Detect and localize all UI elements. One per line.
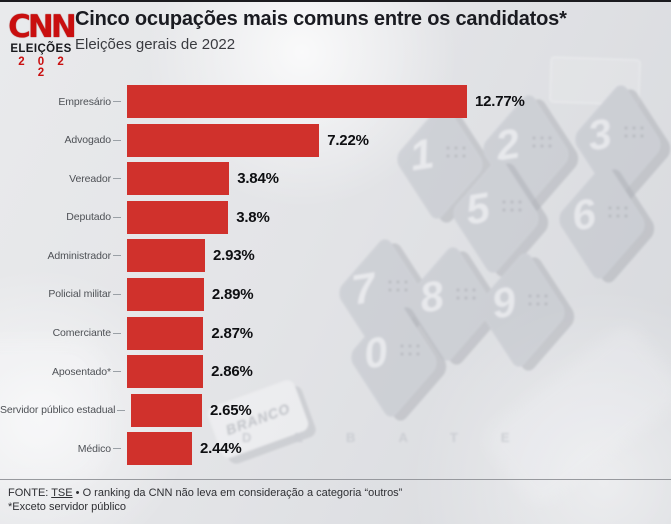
- cnn-logo: CNN ELEIÇÕES 2 0 2 2: [8, 9, 77, 80]
- axis-tick: [113, 139, 121, 141]
- bar: [127, 316, 204, 350]
- source-link[interactable]: TSE: [51, 486, 73, 499]
- bar: [127, 162, 230, 196]
- page-title: Cinco ocupações mais comuns entre os can…: [75, 8, 567, 30]
- braille-dots: [622, 124, 644, 142]
- value-label: 2.44%: [200, 440, 242, 458]
- keypad-key: 1: [393, 100, 487, 224]
- bar: [131, 393, 202, 427]
- chart-row: Comerciante 2.87%: [0, 316, 671, 350]
- axis-tick: [113, 216, 121, 218]
- value-label: 2.89%: [211, 285, 254, 303]
- value-label: 2.93%: [213, 247, 255, 265]
- axis-tick: [113, 101, 121, 102]
- axis-tick: [117, 409, 126, 411]
- value-label: 12.77%: [475, 93, 525, 110]
- eleicoes-label: ELEIÇÕES: [10, 43, 72, 55]
- braille-dots: [454, 286, 476, 304]
- bar: [127, 200, 229, 234]
- chart-row: Servidor público estadual 2.65%: [0, 393, 671, 427]
- category-label: Advogado: [64, 134, 112, 147]
- bar: [127, 239, 205, 273]
- chart-row: Médico 2.44%: [0, 432, 671, 466]
- category-label: Policial militar: [48, 288, 111, 301]
- chart-row: Policial militar 2.89%: [0, 277, 671, 311]
- category-label: Servidor público estadual: [0, 404, 116, 417]
- page-subtitle: Eleições gerais de 2022: [75, 36, 236, 53]
- chart-row: Vereador 3.84%: [0, 162, 671, 196]
- category-label: Administrador: [47, 249, 112, 262]
- top-border: [0, 0, 671, 2]
- chart-row: Advogado 7.22%: [0, 123, 671, 157]
- keypad-key: 6: [555, 160, 649, 284]
- value-label: 2.87%: [211, 324, 253, 342]
- category-label: Vereador: [69, 172, 111, 185]
- source-prefix: FONTE:: [8, 486, 52, 499]
- year-label: 2 0 2 2: [18, 55, 69, 79]
- keypad-key: 9: [475, 248, 569, 372]
- keypad-key: 2: [479, 90, 573, 214]
- source-text: • O ranking da CNN não leva em considera…: [72, 486, 403, 499]
- braille-dots: [606, 204, 628, 222]
- category-label: Deputado: [66, 211, 111, 224]
- header: CNN ELEIÇÕES 2 0 2 2 Cinco ocupações mai…: [0, 2, 671, 82]
- value-label: 2.65%: [210, 401, 252, 419]
- debate-watermark: DEBATE: [242, 430, 553, 445]
- blurred-key-shape: [0, 338, 105, 483]
- keypad-key: 3: [571, 80, 665, 204]
- keypad-key: 5: [449, 154, 543, 278]
- braille-dots: [386, 278, 408, 296]
- value-label: 7.22%: [327, 131, 369, 149]
- source-line: FONTE: TSE • O ranking da CNN não leva e…: [8, 486, 663, 501]
- bar-chart: Empresário 12.77% Advogado 7.22% Vereador 3.8…: [0, 85, 671, 471]
- value-label: 3.84%: [237, 170, 279, 188]
- category-label: Empresário: [58, 95, 111, 108]
- axis-tick: [113, 293, 121, 295]
- axis-tick: [113, 255, 121, 257]
- footnote: *Exceto servidor público: [8, 501, 127, 514]
- braille-dots: [526, 292, 548, 310]
- category-label: Médico: [77, 442, 111, 455]
- axis-tick: [113, 178, 121, 180]
- chart-row: Empresário 12.77%: [0, 85, 671, 118]
- title-block: Cinco ocupações mais comuns entre os can…: [75, 8, 567, 53]
- footer: FONTE: TSE • O ranking da CNN não leva e…: [0, 478, 671, 524]
- braille-dots: [500, 198, 522, 216]
- braille-dots: [530, 134, 552, 152]
- value-label: 3.8%: [236, 208, 270, 226]
- axis-tick: [113, 448, 121, 450]
- chart-row: Administrador 2.93%: [0, 239, 671, 273]
- bar: [127, 85, 467, 118]
- axis-tick: [113, 371, 121, 373]
- braille-dots: [398, 342, 420, 360]
- keypad-key: 7: [335, 234, 429, 358]
- category-label: Comerciante: [52, 327, 112, 340]
- bar: [127, 123, 320, 157]
- bar: [127, 432, 192, 466]
- bar: [127, 355, 204, 389]
- bar: [127, 277, 204, 311]
- cnn-logo-text: CNN: [8, 9, 77, 45]
- keypad-key: 8: [403, 242, 497, 366]
- braille-dots: [444, 144, 466, 162]
- keypad-key: 0: [347, 298, 441, 422]
- chart-row: Deputado 3.8%: [0, 200, 671, 234]
- axis-tick: [113, 332, 121, 334]
- chart-row: Aposentado* 2.86%: [0, 355, 671, 389]
- value-label: 2.86%: [211, 363, 253, 381]
- category-label: Aposentado*: [51, 365, 111, 378]
